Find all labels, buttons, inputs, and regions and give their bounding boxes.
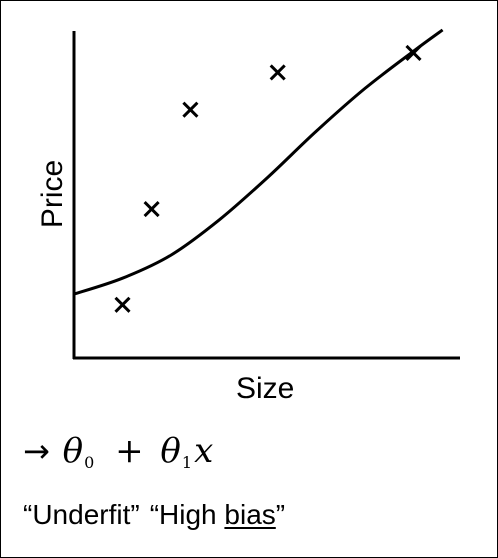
- data-point-marker: [271, 65, 285, 79]
- arrow-icon: →: [23, 432, 50, 470]
- theta0-subscript: 0: [84, 453, 94, 472]
- theta0-symbol: θ: [63, 431, 83, 471]
- high-caption-open: “High: [150, 499, 225, 530]
- data-point-marker: [183, 103, 197, 117]
- data-point-marker: [407, 46, 421, 60]
- x-variable: x: [194, 431, 213, 471]
- theta1-subscript: 1: [182, 453, 192, 472]
- underfit-caption: “Underfit”: [23, 499, 140, 530]
- bias-word: bias: [224, 499, 275, 530]
- hypothesis-formula: → θ0 + θ1x: [23, 434, 213, 471]
- plus-sign: +: [115, 431, 144, 471]
- fit-curve: [74, 30, 443, 294]
- data-point-marker: [145, 202, 159, 216]
- x-axis-label: Size: [236, 374, 294, 404]
- theta1-symbol: θ: [160, 431, 180, 471]
- y-axis-label: Price: [38, 160, 68, 228]
- data-point-marker: [116, 298, 130, 312]
- fit-captions: “Underfit” “High bias”: [23, 501, 285, 529]
- high-caption-close: ”: [276, 499, 285, 530]
